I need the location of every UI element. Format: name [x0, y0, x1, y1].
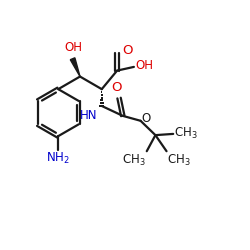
Text: O: O — [142, 112, 151, 125]
Text: O: O — [122, 44, 132, 57]
Polygon shape — [70, 58, 80, 76]
Text: O: O — [111, 81, 121, 94]
Text: NH$_2$: NH$_2$ — [46, 151, 70, 166]
Text: OH: OH — [65, 41, 83, 54]
Text: CH$_3$: CH$_3$ — [174, 126, 198, 142]
Text: OH: OH — [135, 60, 153, 72]
Text: HN: HN — [80, 109, 97, 122]
Text: CH$_3$: CH$_3$ — [167, 153, 191, 168]
Text: CH$_3$: CH$_3$ — [122, 153, 146, 168]
